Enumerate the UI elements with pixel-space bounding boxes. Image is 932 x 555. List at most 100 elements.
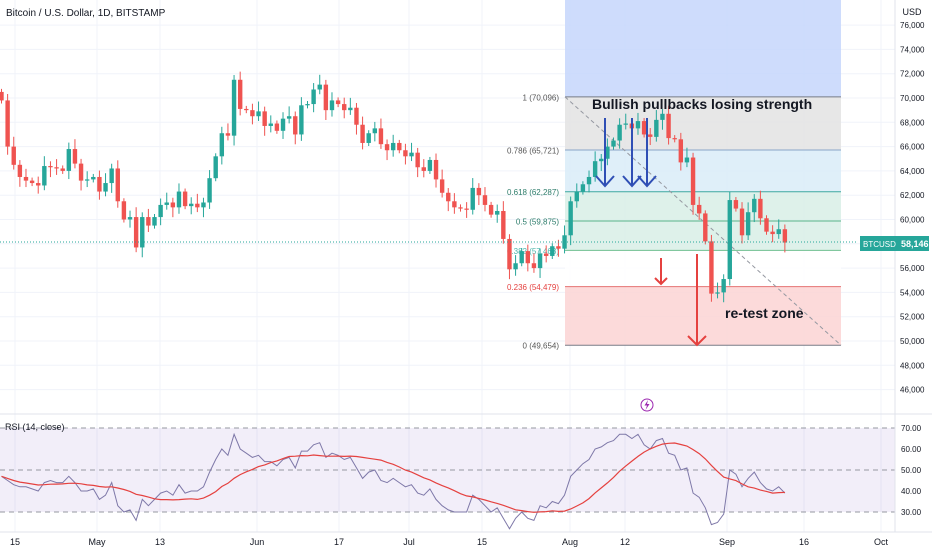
candle-body (158, 204, 163, 218)
fib-level-label: 0 (49,654) (523, 342, 560, 351)
candle-body (48, 166, 53, 168)
candle-body (776, 229, 781, 235)
candle-body (501, 210, 506, 239)
candle-body (764, 218, 769, 232)
candle-body (29, 180, 35, 184)
candle-body (427, 159, 433, 171)
time-tick-label: 17 (334, 537, 344, 547)
candle-body (592, 161, 598, 177)
price-tick-label: 46,000 (900, 386, 925, 395)
candle-body (335, 100, 341, 105)
candle-body (72, 149, 78, 164)
fib-level-label: 0.618 (62,287) (507, 188, 559, 197)
down-arrowhead (654, 277, 668, 286)
time-tick-label: Jul (403, 537, 415, 547)
price-tick-label: 72,000 (900, 70, 925, 79)
candle-body (219, 133, 225, 157)
candle-body (366, 133, 371, 143)
candle-body (672, 138, 677, 140)
time-tick-label: Jun (250, 537, 265, 547)
candle-body (115, 168, 120, 202)
candle-body (225, 133, 231, 136)
rsi-label: RSI (14, close) (5, 422, 65, 432)
candle-body (703, 213, 708, 242)
candle-body (433, 159, 439, 180)
candle-body (495, 210, 500, 215)
candle-body (146, 217, 151, 226)
candle-body (152, 217, 157, 226)
candle-body (170, 202, 176, 208)
candle-body (390, 142, 396, 151)
candle-body (280, 118, 286, 131)
candle-body (488, 204, 494, 215)
candle-body (476, 187, 482, 196)
candle-body (654, 119, 659, 137)
candle-body (666, 113, 671, 139)
candle-body (513, 263, 518, 270)
candle-body (733, 200, 739, 209)
time-tick-label: Oct (874, 537, 889, 547)
candle-body (103, 183, 108, 192)
candle-body (635, 121, 641, 129)
candle-body (727, 200, 732, 280)
price-tick-label: 74,000 (900, 45, 925, 54)
pullback-arrowhead (637, 175, 657, 188)
fib-level-label: 1 (70,096) (523, 93, 560, 102)
time-tick-label: 16 (799, 537, 809, 547)
candle-body (91, 176, 96, 180)
candle-body (176, 191, 182, 208)
candle-body (409, 152, 414, 157)
candle-body (537, 253, 543, 269)
rsi-band (0, 428, 895, 512)
candle-body (452, 201, 457, 208)
candle-body (268, 123, 273, 126)
time-tick-label: 12 (620, 537, 630, 547)
time-tick-label: 15 (10, 537, 20, 547)
price-tick-label: 64,000 (900, 167, 925, 176)
price-tick-label: 70,000 (900, 94, 925, 103)
candle-body (525, 251, 531, 264)
candle-body (140, 217, 145, 248)
candle-body (580, 184, 586, 192)
candle-body (648, 134, 653, 137)
price-tick-label: 56,000 (900, 264, 925, 273)
candle-body (189, 203, 194, 207)
price-tick-label: 48,000 (900, 361, 925, 370)
candle-body (752, 198, 757, 213)
candle-body (299, 105, 304, 135)
candle-body (641, 121, 647, 135)
time-tick-label: Sep (719, 537, 735, 547)
candle-body (458, 207, 463, 209)
price-tick-label: 62,000 (900, 191, 925, 200)
rsi-tick-label: 50.00 (901, 466, 922, 475)
candle-body (293, 116, 298, 135)
candle-body (372, 128, 378, 134)
fib-level-label: 0.236 (54,479) (507, 283, 559, 292)
candle-body (354, 107, 359, 125)
candle-body (415, 152, 420, 168)
candle-body (403, 150, 408, 157)
candle-body (721, 279, 726, 293)
candle-body (439, 179, 445, 193)
pullback-arrowhead (622, 175, 642, 188)
candle-body (201, 202, 206, 208)
candle-body (97, 176, 102, 192)
candle-body (133, 217, 139, 248)
rsi-tick-label: 60.00 (901, 445, 922, 454)
candle-body (109, 168, 114, 184)
price-tick-label: 54,000 (900, 288, 925, 297)
time-tick-label: Aug (562, 537, 578, 547)
candle-body (164, 202, 169, 205)
rsi-tick-label: 70.00 (901, 424, 922, 433)
candle-body (470, 187, 475, 210)
candle-body (464, 208, 469, 210)
candle-body (678, 139, 684, 163)
candle-body (256, 111, 261, 117)
candle-body (323, 84, 329, 111)
candle-body (782, 229, 788, 243)
pullback-arrowhead (595, 175, 615, 188)
lightning-icon[interactable] (640, 398, 654, 412)
candle-body (305, 104, 310, 106)
